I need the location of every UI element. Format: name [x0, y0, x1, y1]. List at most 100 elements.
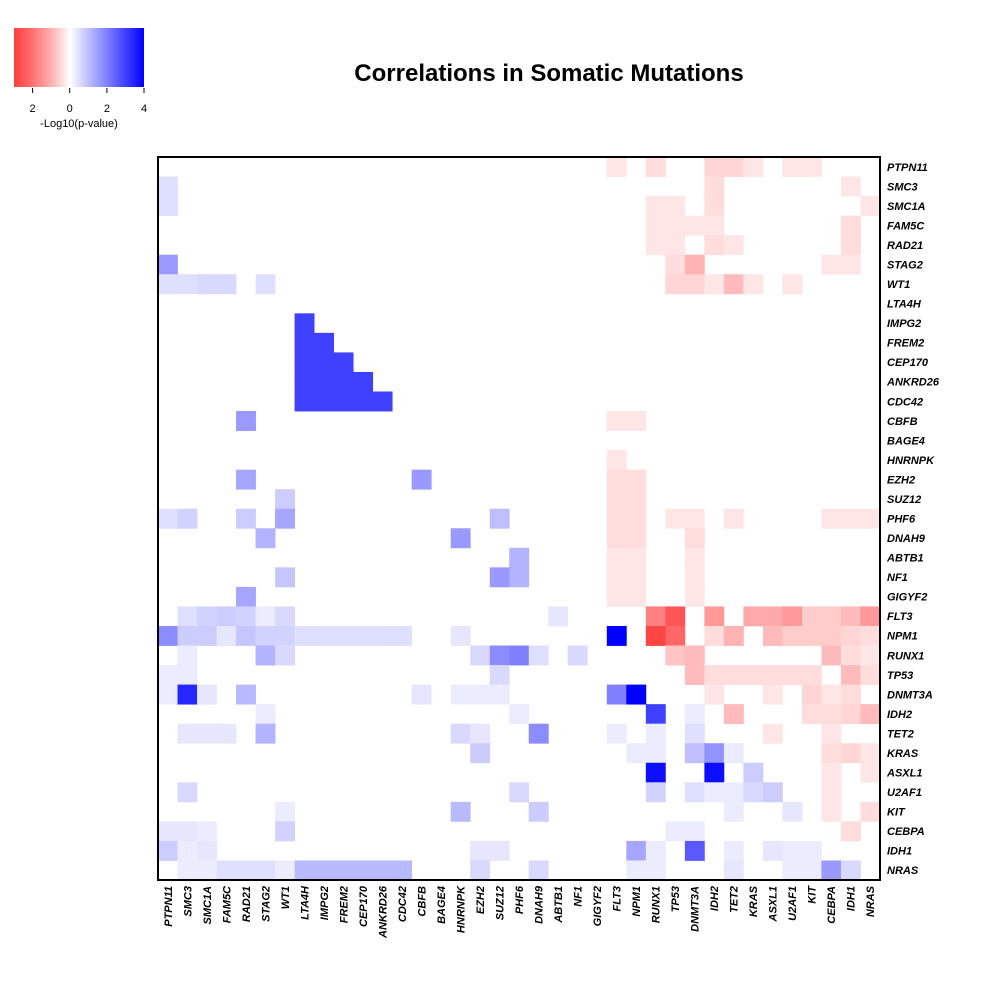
column-label-nras: NRAS	[865, 885, 877, 917]
cell-idh1-kit	[801, 840, 822, 861]
cell-fam5c-idh1	[840, 215, 861, 236]
cell-idh2-phf6	[509, 704, 530, 725]
cell-dnah9-dnmt3a	[684, 528, 705, 549]
cell-npm1-tet2	[723, 625, 744, 646]
cell-tp53-asxl1	[762, 665, 783, 685]
column-label-npm1: NPM1	[631, 886, 643, 917]
cell-ptpn11-idh2	[704, 157, 725, 177]
column-label-cebpa: CEBPA	[826, 886, 838, 924]
row-label-asxl1: ASXL1	[886, 768, 922, 780]
cell-kras-nras	[860, 743, 881, 764]
row-label-nf1: NF1	[887, 572, 908, 584]
cell-npm1-ankrd26	[372, 625, 393, 646]
cell-nf1-flt3	[606, 567, 627, 588]
cell-runx1-stag2	[255, 645, 276, 666]
column-label-fam5c: FAM5C	[221, 885, 233, 923]
cell-fam5c-dnmt3a	[684, 215, 705, 236]
cell-nf1-npm1	[626, 567, 647, 588]
cell-phf6-wt1	[275, 508, 295, 529]
column-label-runx1: RUNX1	[651, 886, 663, 923]
cell-tet2-dnah9	[528, 723, 549, 744]
cell-tet2-fam5c	[216, 723, 237, 744]
cell-phf6-cebpa	[821, 508, 842, 529]
cell-u2af1-tet2	[723, 782, 744, 803]
cell-runx1-dnah9	[528, 645, 549, 666]
column-label-hnrnpk: HNRNPK	[455, 885, 467, 933]
cell-idh1-ptpn11	[158, 840, 178, 861]
cell-smc1a-nras	[860, 196, 881, 217]
cell-flt3-cebpa	[821, 606, 842, 627]
cell-npm1-kit	[801, 625, 822, 646]
cell-npm1-impg2	[314, 625, 335, 646]
cell-npm1-rad21	[236, 625, 256, 646]
cell-cep170-frem2	[333, 352, 354, 373]
cell-dnah9-stag2	[255, 528, 276, 549]
cell-phf6-tp53	[665, 508, 686, 529]
cell-nras-idh1	[840, 860, 861, 881]
cell-tp53-kras	[743, 665, 764, 685]
cell-flt3-smc1a	[197, 606, 217, 627]
cell-wt1-ptpn11	[158, 274, 178, 295]
cell-ptpn11-kit	[801, 157, 822, 177]
cell-idh1-smc3	[177, 840, 198, 861]
cell-idh2-dnmt3a	[684, 704, 705, 725]
cell-stag2-dnmt3a	[684, 254, 705, 275]
cell-idh1-tet2	[723, 840, 744, 861]
legend-label: -Log10(p-value)	[40, 118, 118, 130]
cell-idh2-idh1	[840, 704, 861, 725]
cell-u2af1-dnmt3a	[684, 782, 705, 803]
cell-idh2-kit	[801, 704, 822, 725]
cell-ezh2-npm1	[626, 469, 647, 490]
cell-nf1-wt1	[275, 567, 295, 588]
column-labels: PTPN11 SMC3 SMC1A FAM5C RAD21 STAG2 WT1 LTA4H IM…	[163, 885, 877, 939]
cell-asxl1-runx1	[645, 762, 666, 783]
cell-runx1-smc3	[177, 645, 198, 666]
cell-tet2-hnrnpk	[450, 723, 471, 744]
cell-npm1-cebpa	[821, 625, 842, 646]
cell-asxl1-nras	[860, 762, 881, 783]
row-label-bage4: BAGE4	[887, 435, 925, 447]
cell-npm1-idh2	[704, 625, 725, 646]
row-label-cbfb: CBFB	[887, 416, 918, 428]
legend-tick-label: 4	[141, 103, 147, 115]
cell-fam5c-runx1	[645, 215, 666, 236]
cell-abtb1-phf6	[509, 547, 530, 568]
cell-tp53-idh1	[840, 665, 861, 685]
cell-suz12-npm1	[626, 489, 647, 510]
row-label-kit: KIT	[887, 807, 906, 819]
cell-wt1-u2af1	[782, 274, 803, 295]
cell-wt1-smc3	[177, 274, 198, 295]
cell-nras-runx1	[645, 860, 666, 881]
cell-runx1-wt1	[275, 645, 295, 666]
column-label-wt1: WT1	[280, 886, 292, 909]
cell-dnmt3a-cbfb	[411, 684, 432, 705]
cell-phf6-dnmt3a	[684, 508, 705, 529]
cell-cdc42-lta4h	[294, 391, 315, 412]
cell-cbfb-npm1	[626, 411, 647, 431]
cell-dnmt3a-npm1	[626, 684, 647, 705]
row-label-npm1: NPM1	[887, 631, 918, 643]
cell-dnah9-hnrnpk	[450, 528, 471, 549]
cell-idh2-runx1	[645, 704, 666, 725]
cell-asxl1-kras	[743, 762, 764, 783]
cell-tp53-tet2	[723, 665, 744, 685]
column-label-tet2: TET2	[729, 886, 741, 913]
cell-ptpn11-tet2	[723, 157, 744, 177]
cell-smc1a-ptpn11	[158, 196, 178, 217]
cell-smc1a-tp53	[665, 196, 686, 217]
cell-tp53-ptpn11	[158, 665, 178, 685]
row-label-u2af1: U2AF1	[887, 787, 922, 799]
cell-flt3-u2af1	[782, 606, 803, 627]
cell-npm1-fam5c	[216, 625, 237, 646]
row-label-frem2: FREM2	[887, 338, 924, 350]
cell-stag2-cebpa	[821, 254, 842, 275]
cell-cep170-impg2	[314, 352, 335, 373]
column-label-tp53: TP53	[670, 886, 682, 912]
cell-idh1-dnmt3a	[684, 840, 705, 861]
plot-border	[157, 156, 881, 881]
cell-phf6-rad21	[236, 508, 256, 529]
cell-dnmt3a-flt3	[606, 684, 627, 705]
cell-npm1-idh1	[840, 625, 861, 646]
cell-rad21-tet2	[723, 235, 744, 256]
cell-phf6-ptpn11	[158, 508, 178, 529]
